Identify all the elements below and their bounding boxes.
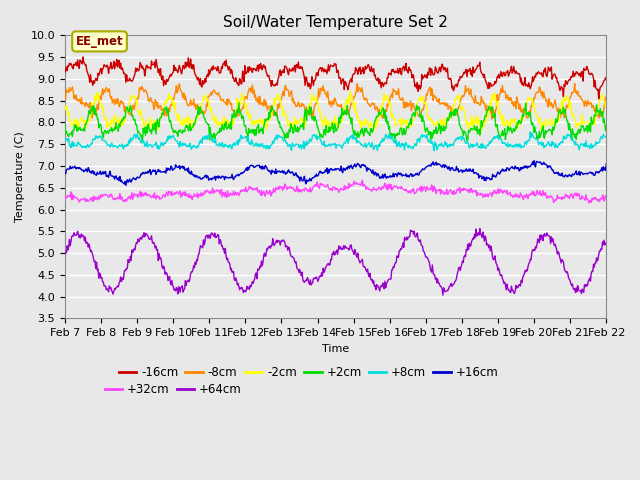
-2cm [127,95,134,100]
-16cm [402,60,410,66]
-16cm [127,78,135,84]
+2cm [182,122,190,128]
Line: -2cm: -2cm [65,91,606,132]
Text: EE_met: EE_met [76,35,124,48]
+2cm [61,122,68,128]
-2cm [210,116,218,122]
-16cm [79,54,87,60]
+8cm [527,129,534,135]
+8cm [182,141,189,147]
+32cm [418,183,426,189]
Title: Soil/Water Temperature Set 2: Soil/Water Temperature Set 2 [223,15,448,30]
+64cm [602,240,610,245]
+16cm [71,163,79,169]
-16cm [182,64,190,70]
+64cm [71,232,79,238]
+2cm [403,124,411,130]
+64cm [439,292,447,298]
+64cm [210,233,218,239]
-2cm [346,88,354,94]
-16cm [418,72,426,77]
+16cm [182,166,190,172]
+16cm [127,179,135,185]
-2cm [602,101,610,107]
X-axis label: Time: Time [322,344,349,354]
+64cm [61,251,68,257]
+16cm [122,182,130,188]
-8cm [401,105,409,110]
Y-axis label: Temperature (C): Temperature (C) [15,132,25,222]
-8cm [488,116,496,122]
+16cm [402,171,410,177]
-8cm [71,93,79,99]
-2cm [477,129,485,134]
+8cm [602,134,610,140]
+16cm [418,168,426,173]
-16cm [71,62,79,68]
+64cm [401,236,409,242]
Line: -16cm: -16cm [65,57,606,99]
Line: +2cm: +2cm [65,103,606,143]
+8cm [71,142,79,148]
-16cm [595,96,603,102]
-2cm [71,117,79,123]
Line: +64cm: +64cm [65,228,606,295]
+2cm [602,124,610,130]
+32cm [210,187,218,193]
-16cm [211,66,219,72]
+32cm [61,196,68,202]
+32cm [182,189,189,194]
Line: -8cm: -8cm [65,84,606,119]
+2cm [235,100,243,106]
+32cm [602,195,610,201]
-2cm [182,116,189,121]
+32cm [358,177,366,183]
+16cm [602,161,610,167]
+32cm [585,200,593,206]
-16cm [61,70,68,75]
+64cm [476,226,484,231]
+8cm [401,141,409,146]
+2cm [127,103,134,108]
+16cm [530,158,538,164]
Line: +32cm: +32cm [65,180,606,203]
-8cm [210,87,218,93]
-8cm [182,93,189,99]
+2cm [211,136,219,142]
+16cm [61,170,68,176]
-8cm [127,111,134,117]
+64cm [182,277,189,283]
Line: +16cm: +16cm [65,161,606,185]
+8cm [417,133,425,139]
+8cm [61,136,68,142]
+2cm [139,140,147,146]
+2cm [419,113,426,119]
-16cm [602,76,610,82]
+16cm [211,173,219,179]
+32cm [127,196,134,202]
+32cm [402,186,410,192]
+64cm [127,253,134,259]
+32cm [71,194,79,200]
-8cm [61,95,68,100]
-2cm [418,94,426,99]
+64cm [417,242,425,248]
-8cm [571,81,579,86]
+2cm [71,122,79,128]
-8cm [417,111,425,117]
+8cm [127,135,134,141]
Line: +8cm: +8cm [65,132,606,151]
-8cm [602,96,610,101]
-2cm [61,102,68,108]
-2cm [402,122,410,128]
+8cm [210,138,218,144]
+8cm [430,148,438,154]
Legend: +32cm, +64cm: +32cm, +64cm [100,378,246,401]
